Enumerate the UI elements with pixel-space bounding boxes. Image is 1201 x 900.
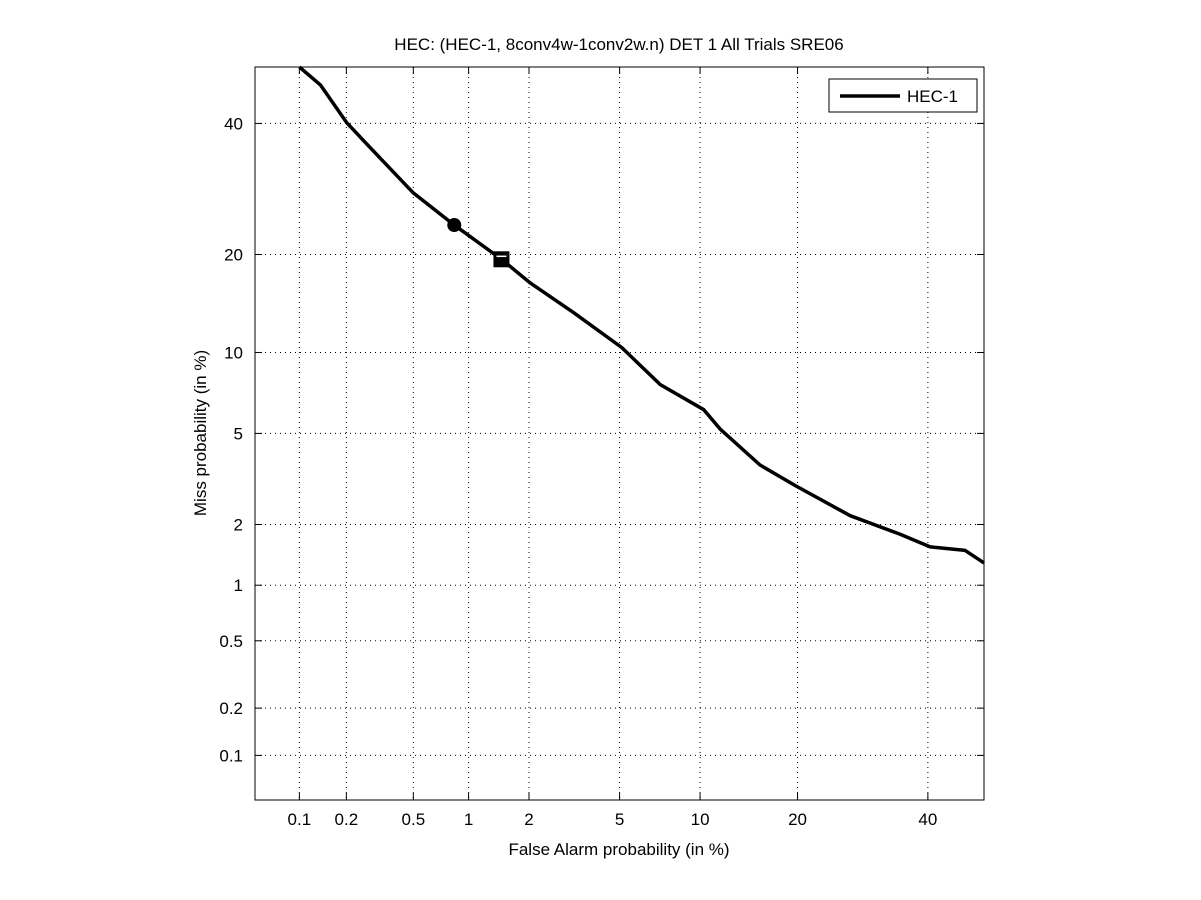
x-tick-label: 2 (524, 810, 533, 829)
plot-area-frame (254, 66, 985, 801)
series-layer (298, 65, 985, 565)
x-tick-label: 10 (691, 810, 710, 829)
x-tick-label: 5 (615, 810, 624, 829)
chart-title: HEC: (HEC-1, 8conv4w-1conv2w.n) DET 1 Al… (394, 35, 843, 54)
min-dcf-point-marker (447, 218, 462, 233)
actual-dcf-point-marker (493, 251, 510, 268)
x-tick-label: 20 (788, 810, 807, 829)
y-tick-label: 0.5 (219, 632, 243, 651)
series-line-hec-1 (298, 65, 985, 565)
legend-label-hec-1: HEC-1 (907, 87, 958, 106)
y-tick-label: 40 (224, 114, 243, 133)
x-tick-label: 0.2 (335, 810, 359, 829)
x-axis-label: False Alarm probability (in %) (508, 840, 729, 859)
y-tick-label: 10 (224, 343, 243, 362)
x-tick-label: 40 (918, 810, 937, 829)
y-tick-label: 1 (234, 576, 243, 595)
x-tick-label: 0.1 (288, 810, 312, 829)
ticks: 0.1 0.2 0.5 1 2 5 10 20 40 0.1 0.2 0.5 1 2 5 10 20 40 (219, 67, 984, 829)
grid-lines (255, 67, 984, 800)
legend: HEC-1 (828, 78, 978, 113)
y-tick-label: 0.1 (219, 746, 243, 765)
y-tick-label: 20 (224, 245, 243, 264)
y-axis-label: Miss probability (in %) (191, 350, 210, 516)
x-tick-label: 0.5 (402, 810, 426, 829)
y-tick-label: 2 (234, 515, 243, 534)
x-tick-label: 1 (464, 810, 473, 829)
y-tick-label: 5 (234, 424, 243, 443)
y-tick-label: 0.2 (219, 699, 243, 718)
